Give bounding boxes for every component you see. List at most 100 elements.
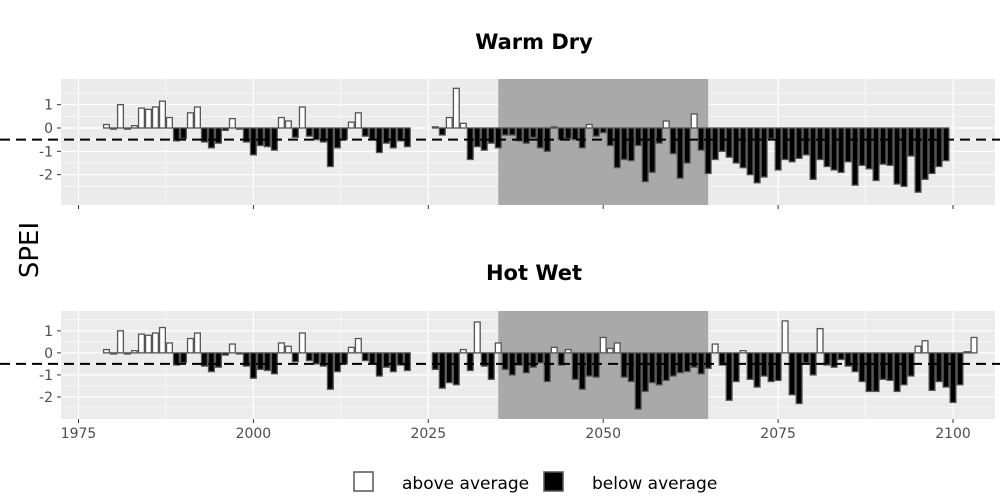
bar-2027 bbox=[438, 127, 446, 136]
bar-2092 bbox=[893, 352, 901, 393]
bar-2028 bbox=[445, 116, 453, 129]
bar-1992 bbox=[193, 332, 201, 354]
bar-1995 bbox=[214, 127, 222, 144]
bar-2049 bbox=[592, 127, 600, 137]
bar-1989 bbox=[172, 127, 180, 142]
bar-2009 bbox=[312, 352, 320, 365]
bar-2082 bbox=[823, 352, 831, 366]
bar-2100 bbox=[949, 352, 957, 404]
bar-1985 bbox=[144, 334, 153, 354]
bar-2004 bbox=[277, 342, 285, 354]
bar-2065 bbox=[704, 127, 712, 175]
bar-2051 bbox=[606, 347, 614, 354]
bar-1993 bbox=[200, 352, 208, 367]
bar-2070 bbox=[739, 350, 747, 354]
bar-2040 bbox=[529, 127, 537, 138]
bar-2021 bbox=[396, 352, 404, 366]
bar-2080 bbox=[809, 352, 817, 376]
legend-label-above: above average bbox=[402, 474, 529, 494]
bar-1984 bbox=[137, 333, 146, 354]
bar-1986 bbox=[151, 106, 159, 129]
y-tick-label: 0 bbox=[44, 346, 53, 362]
bar-1993 bbox=[200, 127, 208, 143]
bar-1989 bbox=[172, 352, 180, 366]
bar-2005 bbox=[284, 120, 292, 129]
bar-2035 bbox=[494, 342, 502, 354]
bar-2071 bbox=[746, 352, 754, 380]
bar-2046 bbox=[571, 352, 579, 380]
bar-2039 bbox=[522, 352, 530, 374]
bar-2028 bbox=[445, 352, 453, 384]
bar-2022 bbox=[403, 352, 411, 372]
bar-1979 bbox=[102, 348, 111, 354]
bar-2027 bbox=[438, 352, 446, 389]
bar-2056 bbox=[641, 127, 649, 183]
bar-2038 bbox=[515, 127, 523, 142]
bar-2096 bbox=[921, 127, 929, 180]
bar-2097 bbox=[928, 352, 936, 391]
legend: above average below average bbox=[353, 471, 717, 494]
y-tick-label: 0 bbox=[44, 121, 53, 137]
bar-2076 bbox=[781, 127, 789, 161]
bar-2010 bbox=[319, 127, 327, 143]
bar-1997 bbox=[228, 118, 236, 129]
bar-2101 bbox=[956, 352, 964, 386]
bar-1995 bbox=[214, 352, 222, 368]
bar-1992 bbox=[193, 106, 201, 129]
bar-2046 bbox=[571, 127, 579, 141]
bar-2004 bbox=[277, 116, 285, 129]
bar-2087 bbox=[858, 127, 866, 166]
bar-2090 bbox=[879, 127, 887, 165]
bar-2021 bbox=[396, 127, 404, 142]
bar-2085 bbox=[844, 352, 852, 367]
bar-1994 bbox=[207, 352, 215, 373]
bar-2051 bbox=[606, 127, 614, 147]
bar-2053 bbox=[620, 127, 628, 161]
bar-2035 bbox=[494, 127, 502, 149]
bar-2048 bbox=[585, 123, 593, 129]
bar-2067 bbox=[718, 352, 726, 366]
bar-2050 bbox=[599, 127, 607, 134]
bar-2007 bbox=[298, 106, 306, 129]
bar-2057 bbox=[648, 127, 656, 173]
y-tick-label: -1 bbox=[39, 144, 53, 160]
bar-2093 bbox=[900, 127, 908, 187]
bar-1987 bbox=[158, 100, 166, 129]
bar-1987 bbox=[158, 326, 166, 354]
bar-2098 bbox=[935, 127, 943, 168]
bar-2074 bbox=[767, 352, 775, 383]
bar-1984 bbox=[137, 107, 146, 129]
bar-1982 bbox=[123, 352, 132, 355]
bar-2084 bbox=[837, 352, 845, 361]
bar-2066 bbox=[711, 343, 719, 354]
bar-2090 bbox=[879, 352, 887, 380]
bar-2074 bbox=[767, 127, 775, 140]
bar-2008 bbox=[305, 352, 313, 362]
bar-2020 bbox=[389, 352, 397, 373]
bar-2062 bbox=[683, 352, 691, 373]
bar-2041 bbox=[536, 127, 544, 149]
bar-2094 bbox=[907, 127, 915, 157]
bar-2031 bbox=[466, 127, 474, 161]
x-tick-label: 2075 bbox=[760, 426, 796, 442]
bar-2039 bbox=[522, 127, 530, 144]
bar-2008 bbox=[305, 127, 313, 137]
bar-1996 bbox=[221, 352, 229, 356]
bar-2080 bbox=[809, 127, 817, 180]
bar-2047 bbox=[578, 352, 586, 390]
bar-2029 bbox=[452, 87, 460, 129]
bar-2103 bbox=[970, 336, 978, 354]
x-tick-label: 2100 bbox=[935, 426, 971, 442]
bar-1994 bbox=[207, 127, 215, 149]
bar-2060 bbox=[669, 127, 677, 155]
bar-2011 bbox=[326, 127, 334, 168]
bar-2006 bbox=[291, 127, 299, 138]
legend-key-below bbox=[543, 471, 564, 492]
bar-2063 bbox=[690, 352, 698, 368]
bar-1998 bbox=[235, 352, 243, 355]
bar-1988 bbox=[165, 116, 173, 129]
bar-2002 bbox=[263, 352, 271, 372]
bar-2009 bbox=[312, 127, 320, 141]
bar-2079 bbox=[802, 352, 810, 364]
